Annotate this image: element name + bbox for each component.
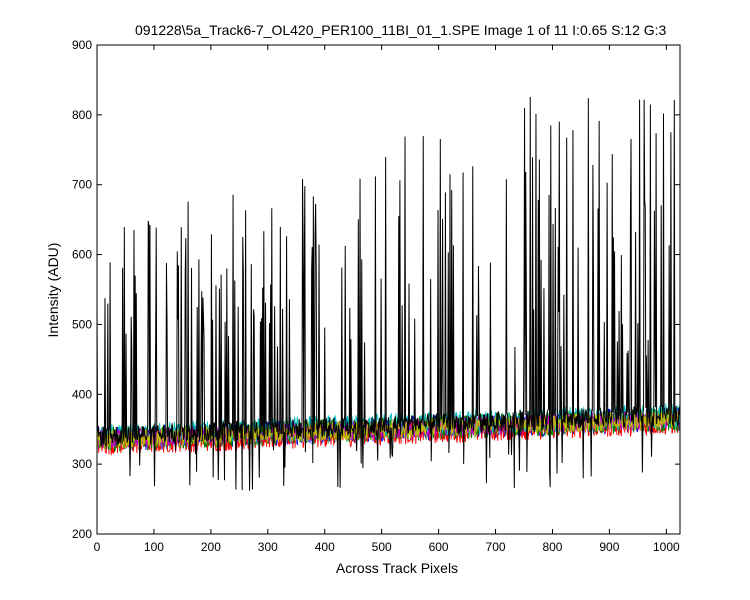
chart-title: 091228\5a_Track6-7_OL420_PER100_11BI_01_… [135, 22, 667, 38]
x-tick-label: 200 [201, 540, 221, 554]
y-tick-label: 500 [72, 317, 92, 331]
x-tick-label: 0 [94, 540, 101, 554]
y-tick-label: 600 [72, 248, 92, 262]
series-line-black [96, 97, 681, 491]
y-tick-label: 300 [72, 457, 92, 471]
x-axis-title: Across Track Pixels [336, 560, 458, 576]
y-tick-label: 400 [72, 387, 92, 401]
x-tick-label: 600 [429, 540, 449, 554]
x-tick-label: 900 [599, 540, 619, 554]
ticks-layer: 0 100 200 300 400 500 600 700 800 900 1000 200 300 40… [72, 38, 680, 554]
x-tick-label: 100 [144, 540, 164, 554]
y-tick-label: 800 [72, 108, 92, 122]
y-tick-label: 900 [72, 38, 92, 52]
y-tick-label: 200 [72, 527, 92, 541]
x-tick-label: 1000 [653, 540, 680, 554]
x-tick-label: 800 [542, 540, 562, 554]
series-layer [96, 97, 681, 491]
x-tick-label: 400 [315, 540, 335, 554]
y-tick-label: 700 [72, 178, 92, 192]
x-tick-label: 300 [258, 540, 278, 554]
y-axis-title: Intensity (ADU) [45, 243, 61, 338]
x-tick-label: 700 [486, 540, 506, 554]
x-tick-label: 500 [372, 540, 392, 554]
plot-frame [96, 44, 681, 535]
